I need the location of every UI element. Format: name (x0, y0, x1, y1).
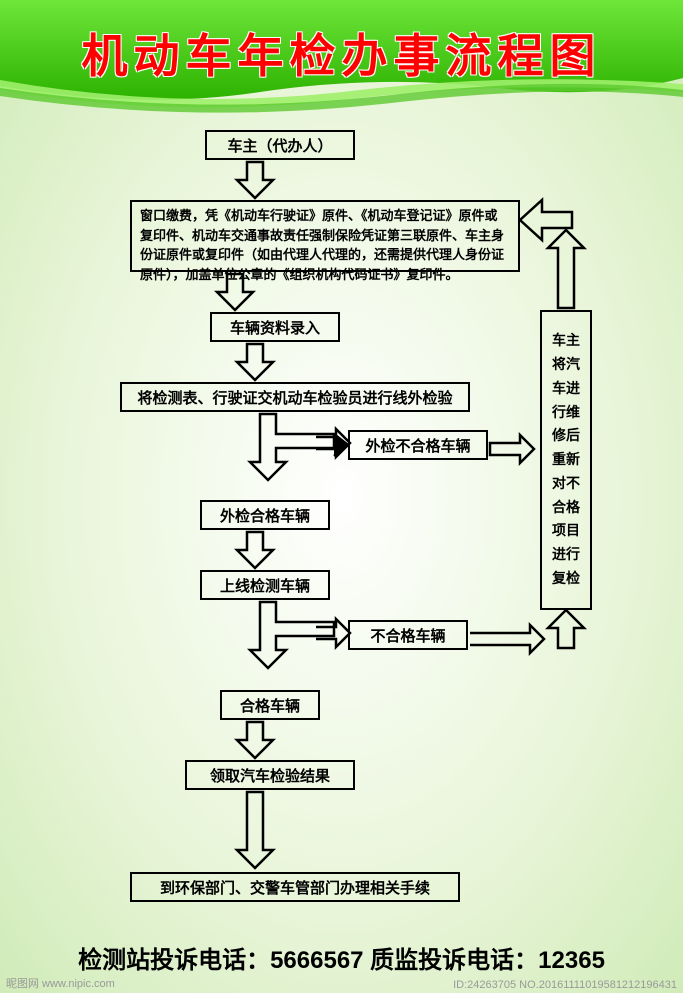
side-text: 车主将汽车进行维修后重新对不合格项目进行复检 (546, 329, 586, 591)
node-external-inspection: 将检测表、行驶证交机动车检验员进行线外检验 (120, 382, 470, 412)
node-line-fail: 不合格车辆 (348, 620, 468, 650)
watermark-right: ID:24263705 NO.20161111019581212196431 (453, 979, 677, 991)
node-data-entry: 车辆资料录入 (210, 312, 340, 342)
node-owner: 车主（代办人） (205, 130, 355, 160)
node-final-procedures: 到环保部门、交警车管部门办理相关手续 (130, 872, 460, 902)
node-line-test: 上线检测车辆 (200, 570, 330, 600)
node-side-repair: 车主将汽车进行维修后重新对不合格项目进行复检 (540, 310, 592, 610)
node-external-fail: 外检不合格车辆 (348, 430, 488, 460)
flowchart-canvas: 车主（代办人） 窗口缴费，凭《机动车行驶证》原件、《机动车登记证》原件或复印件、… (0, 0, 683, 993)
footer-phone: 检测站投诉电话：5666567 质监投诉电话：12365 (0, 940, 683, 975)
node-external-pass: 外检合格车辆 (200, 500, 330, 530)
node-line-pass: 合格车辆 (220, 690, 320, 720)
node-get-result: 领取汽车检验结果 (185, 760, 355, 790)
node-documents: 窗口缴费，凭《机动车行驶证》原件、《机动车登记证》原件或复印件、机动车交通事故责… (130, 200, 520, 272)
watermark-left: 昵图网 www.nipic.com (6, 975, 115, 991)
